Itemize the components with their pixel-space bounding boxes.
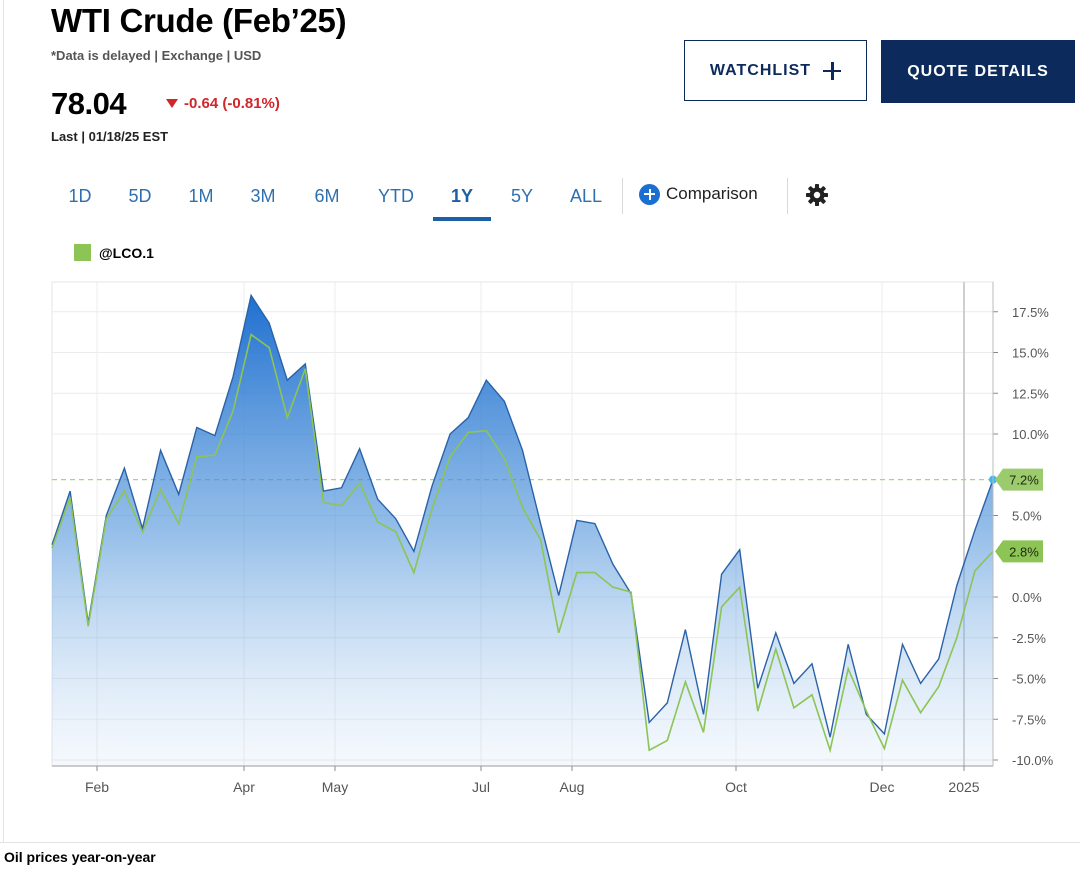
y-tick-label: 15.0%: [1012, 346, 1049, 361]
area-series-badge: [995, 468, 1043, 491]
quote-details-button[interactable]: QUOTE DETAILS: [881, 40, 1075, 103]
tab-ytd[interactable]: YTD: [378, 186, 414, 206]
x-tick-label: Aug: [560, 779, 585, 795]
legend-swatch: [74, 244, 91, 261]
tab-all[interactable]: ALL: [569, 186, 603, 206]
y-tick-label: -10.0%: [1012, 753, 1054, 768]
tab-5d[interactable]: 5D: [128, 186, 152, 206]
price-change-value: -0.64 (-0.81%): [184, 95, 280, 112]
tab-3m[interactable]: 3M: [250, 186, 276, 206]
x-tick-label: Jul: [472, 779, 490, 795]
chart-caption: Oil prices year-on-year: [4, 849, 156, 865]
area-series-last-value-label: 7.2%: [1009, 473, 1039, 488]
y-tick-label: 0.0%: [1012, 590, 1042, 605]
chart-plot: [51, 293, 997, 766]
active-tab-indicator: [433, 217, 491, 221]
y-tick-label: 10.0%: [1012, 427, 1049, 442]
chart-axes: 17.5% 15.0% 12.5% 10.0% 5.0% 0.0% -2.5% -5.0% -7…: [52, 282, 1054, 795]
lco-series-last-value-label: 2.8%: [1009, 544, 1039, 559]
price-change: -0.64 (-0.81%): [166, 95, 280, 112]
y-tick-label: -2.5%: [1012, 631, 1046, 646]
comparison-label: Comparison: [666, 184, 758, 203]
tab-1y[interactable]: 1Y: [450, 186, 474, 206]
frame-border-bottom: [0, 842, 1080, 843]
lco-series-line: [51, 333, 994, 754]
gear-icon[interactable]: [805, 183, 829, 207]
frame-border-left: [3, 0, 4, 842]
y-tick-label: 5.0%: [1012, 509, 1042, 524]
y-tick-label: -5.0%: [1012, 672, 1046, 687]
x-tick-label: 2025: [948, 779, 979, 795]
x-tick-label: May: [322, 779, 348, 795]
quote-details-label: QUOTE DETAILS: [907, 62, 1049, 80]
settings-divider: [787, 178, 788, 214]
legend-label: @LCO.1: [99, 244, 154, 261]
down-triangle-icon: [166, 99, 178, 108]
comparison-button[interactable]: Comparison: [639, 182, 758, 206]
x-tick-label: Dec: [870, 779, 895, 795]
y-tick-label: 17.5%: [1012, 305, 1049, 320]
tab-1m[interactable]: 1M: [188, 186, 214, 206]
tab-divider: [622, 178, 623, 214]
watchlist-label: WATCHLIST: [709, 61, 812, 79]
data-disclaimer: *Data is delayed | Exchange | USD: [51, 48, 262, 63]
circle-plus-icon: [639, 183, 660, 205]
y-tick-label: 12.5%: [1012, 386, 1049, 401]
area-series-line: [51, 293, 994, 738]
page-title: WTI Crude (Feb’25): [51, 2, 347, 39]
price-chart[interactable]: 17.5% 15.0% 12.5% 10.0% 5.0% 0.0% -2.5% -5.0% -7…: [0, 270, 1080, 810]
tab-6m[interactable]: 6M: [314, 186, 340, 206]
plus-icon: [823, 61, 842, 80]
lco-series-badge: [995, 540, 1043, 563]
last-timestamp: Last | 01/18/25 EST: [51, 129, 169, 144]
x-tick-label: Apr: [233, 779, 255, 795]
area-fill-series: [52, 295, 993, 766]
chart-legend: @LCO.1: [74, 244, 154, 261]
x-tick-label: Oct: [725, 779, 747, 795]
last-price: 78.04: [51, 86, 127, 121]
watchlist-button[interactable]: WATCHLIST: [684, 40, 867, 101]
tab-5y[interactable]: 5Y: [510, 186, 534, 206]
y-tick-label: -7.5%: [1012, 712, 1046, 727]
x-tick-label: Feb: [85, 779, 109, 795]
tab-1d[interactable]: 1D: [68, 186, 92, 206]
